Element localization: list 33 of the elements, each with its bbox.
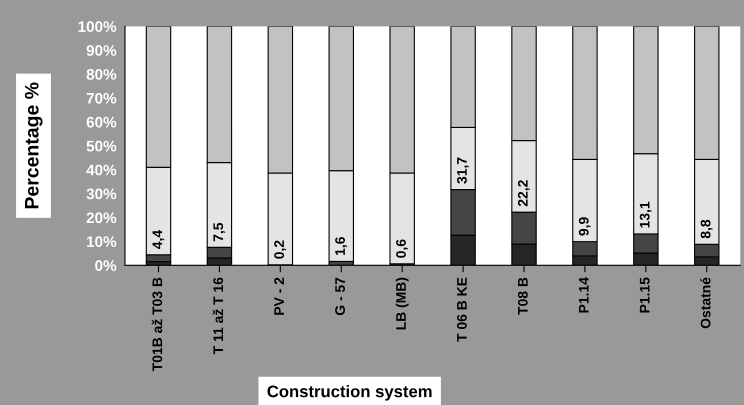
y-tick-label: 40% <box>86 164 116 176</box>
y-tick-label: 100% <box>78 21 116 32</box>
annotation: 7,5 <box>213 222 226 242</box>
x-tick-label: T08 B <box>518 278 528 315</box>
annotation: 31,7 <box>456 158 469 184</box>
annotation: 13,1 <box>640 202 652 228</box>
annotation: 0,6 <box>396 239 408 258</box>
x-tick-label: P1.14 <box>578 277 589 312</box>
x-axis-title: Construction system <box>267 385 432 401</box>
x-tick-label: G - 57 <box>335 278 345 316</box>
y-tick-label: 90% <box>86 45 116 56</box>
annotation: 9,9 <box>578 217 591 236</box>
y-tick-label: 60% <box>86 116 116 128</box>
annotation: 22,2 <box>518 180 530 206</box>
y-tick-label: 10% <box>87 236 116 248</box>
y-tick-label: 50% <box>86 140 116 152</box>
x-tick-label: T 06 B KE <box>456 278 467 342</box>
x-tick-label: Ostatné <box>700 278 711 328</box>
y-tick-label: 70% <box>86 92 116 104</box>
annotation: 1,6 <box>335 237 347 256</box>
y-tick-label: 80% <box>86 68 116 80</box>
annotation: 0,2 <box>274 240 286 259</box>
annotation: 4,4 <box>152 230 164 249</box>
x-tick-label: LB (MB) <box>396 278 409 330</box>
x-tick-label: T 11 až T 16 <box>212 278 224 354</box>
x-tick-label: P1.15 <box>640 277 650 312</box>
y-tick-label: 30% <box>86 188 116 200</box>
y-axis-title: Percentage % <box>24 82 43 208</box>
y-tick-label: 0% <box>95 260 116 271</box>
x-tick-label: T01B až T03 B <box>152 278 162 372</box>
x-tick-label: PV - 2 <box>274 278 284 315</box>
annotation: 8,8 <box>700 220 713 238</box>
y-tick-label: 20% <box>86 212 116 224</box>
